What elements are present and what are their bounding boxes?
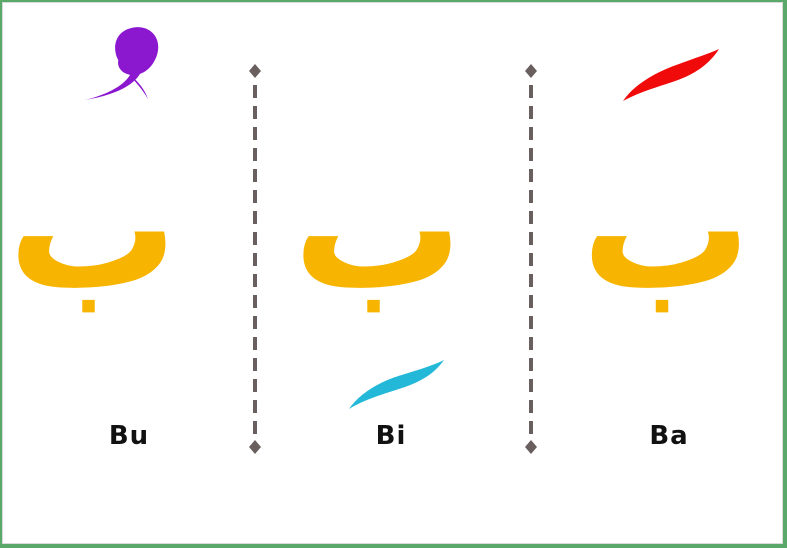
syllable-label: Bi <box>375 421 407 451</box>
fatha-mark-icon <box>623 49 719 101</box>
kasra-mark-icon <box>349 360 444 409</box>
syllable-label: Bu <box>108 421 150 451</box>
letter-ba: ب <box>292 130 464 328</box>
dashed-divider-icon <box>249 64 261 454</box>
letter-ba: ب <box>7 130 179 328</box>
damma-mark-icon <box>85 27 159 100</box>
column-ba: ب Ba <box>533 3 782 543</box>
syllable-label: Ba <box>649 421 689 451</box>
dashed-divider-icon <box>525 64 537 454</box>
column-bu: ب Bu <box>3 3 255 543</box>
letter-ba: ب <box>581 130 752 328</box>
column-bi: ب Bi <box>256 3 532 543</box>
